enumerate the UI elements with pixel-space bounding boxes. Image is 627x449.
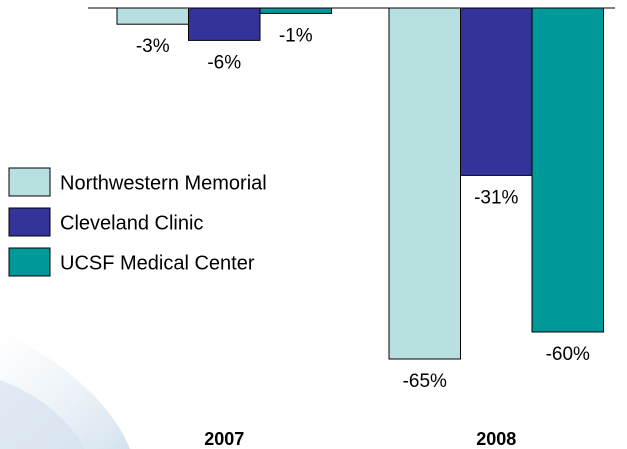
category-label: 2007 <box>204 429 244 449</box>
legend-swatch <box>8 247 51 277</box>
bar <box>116 7 189 25</box>
legend-swatch <box>8 167 51 197</box>
legend-label: Northwestern Memorial <box>60 172 267 194</box>
legend-label: Cleveland Clinic <box>60 212 203 234</box>
bar <box>460 7 533 176</box>
bar <box>531 7 604 333</box>
bar <box>188 7 261 41</box>
bar <box>259 7 332 14</box>
value-label: -60% <box>546 344 590 365</box>
value-label: -6% <box>207 52 241 73</box>
value-label: -1% <box>279 25 313 46</box>
legend-label: UCSF Medical Center <box>60 252 255 274</box>
background-swoosh <box>0 380 85 449</box>
legend-swatch <box>8 207 51 237</box>
bar <box>388 7 461 360</box>
value-label: -3% <box>136 36 170 57</box>
category-label: 2008 <box>476 429 516 449</box>
value-label: -31% <box>474 187 518 208</box>
value-label: -65% <box>403 371 447 392</box>
